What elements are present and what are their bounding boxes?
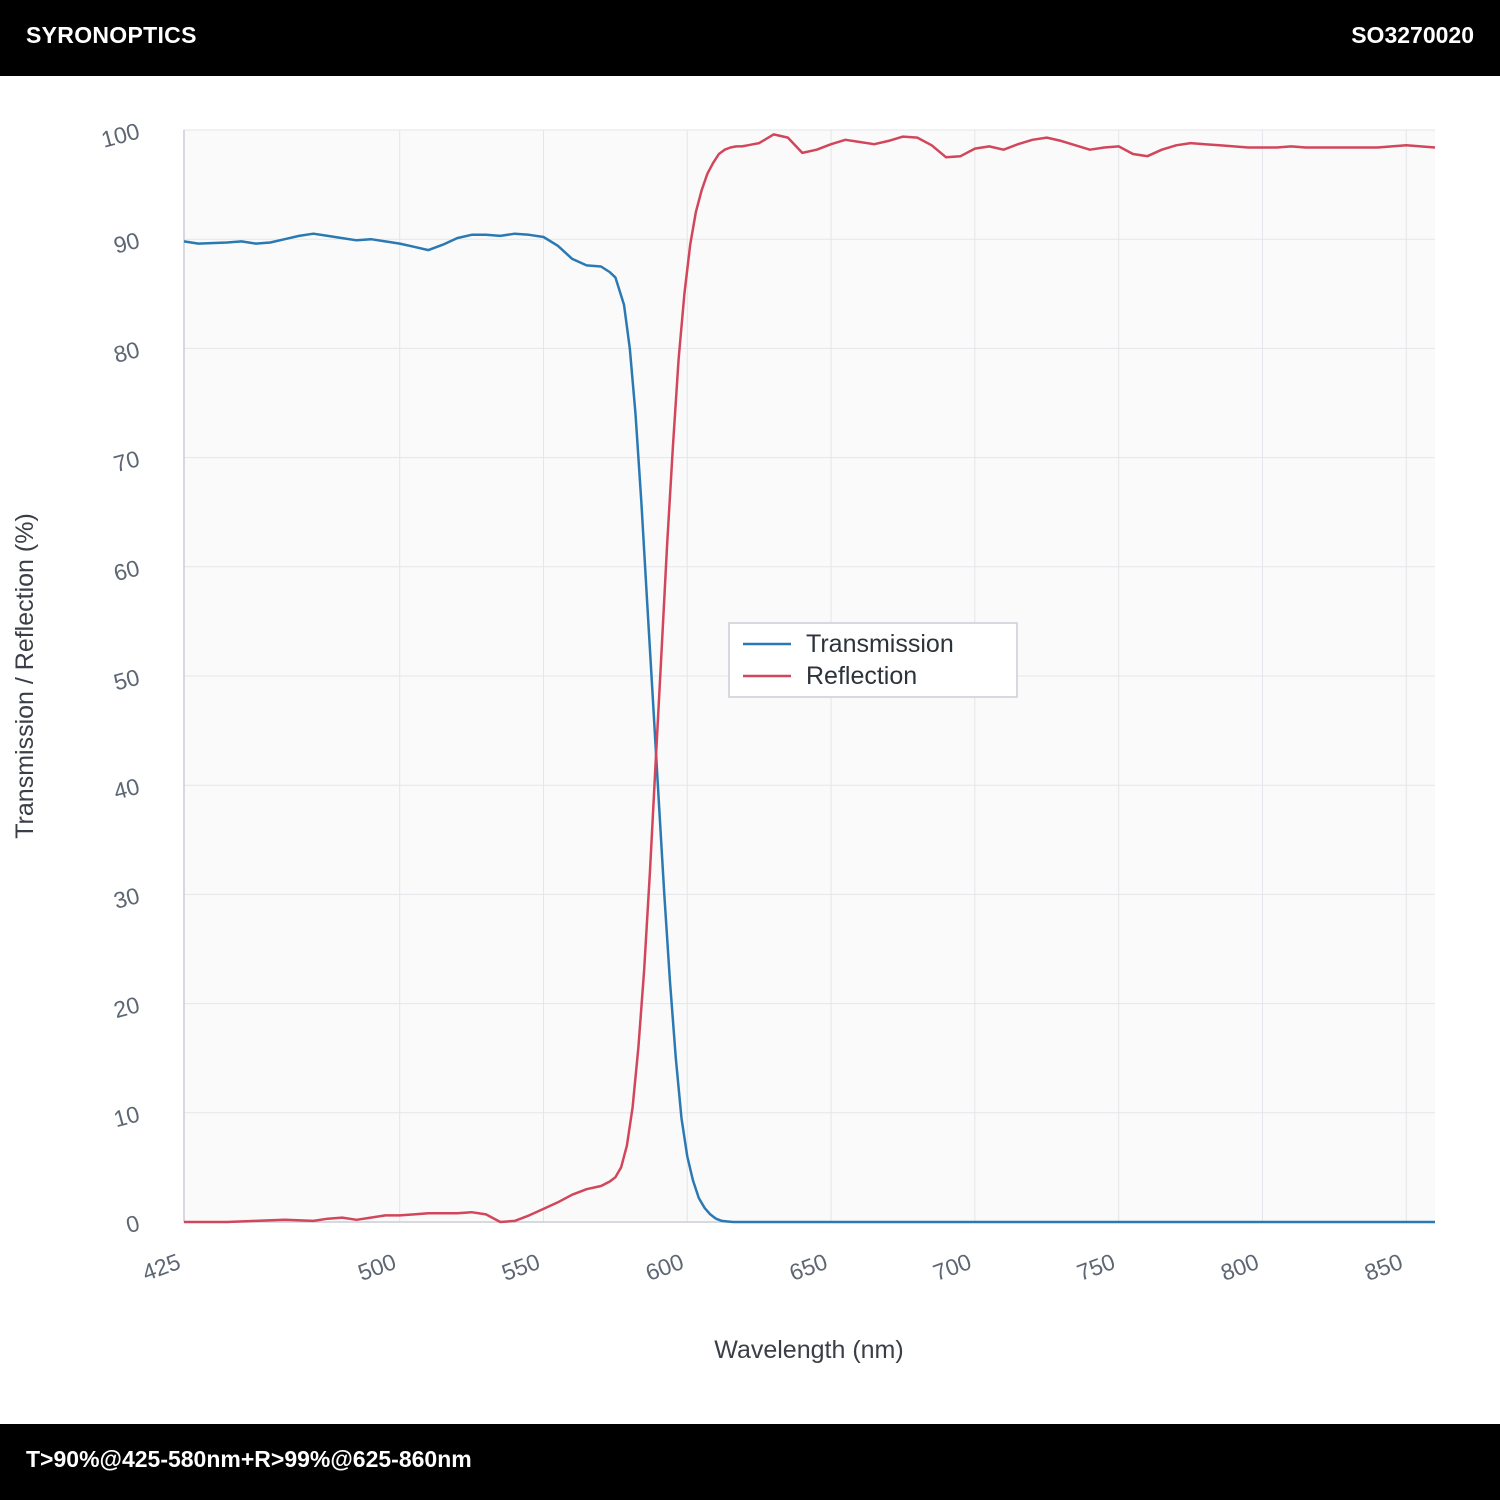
- x-tick-label: 850: [1361, 1248, 1406, 1286]
- legend-label-transmission: Transmission: [806, 630, 954, 658]
- y-tick-label: 50: [111, 664, 142, 696]
- transmission-series-line: [183, 232, 1435, 1224]
- legend-box: [728, 622, 1018, 698]
- y-tick-label: 60: [111, 555, 142, 587]
- y-tick-label: 20: [111, 991, 142, 1023]
- x-tick-label: 650: [786, 1248, 831, 1286]
- filter-spec: T>90%@425-580nm+R>99%@625-860nm: [26, 1446, 472, 1472]
- y-tick-label: 0: [123, 1210, 142, 1238]
- reflection-series-line: [184, 133, 1436, 1224]
- y-tick-label: 70: [111, 445, 142, 477]
- legend: Transmission Reflection: [728, 622, 1018, 698]
- x-tick-labels: 425 500 550 600 650 700 750 800 850: [139, 1248, 1406, 1286]
- chart: 0 10 20 30 40 50 60 70 80 90 100 425 500 550 600 650 70…: [11, 118, 1436, 1364]
- brand-name: SYRONOPTICS: [26, 22, 197, 48]
- x-tick-label: 550: [498, 1248, 543, 1286]
- x-tick-label: 800: [1217, 1248, 1262, 1286]
- series-group: [183, 133, 1436, 1224]
- x-tick-label: 750: [1073, 1248, 1118, 1286]
- x-tick-label: 700: [930, 1248, 975, 1286]
- legend-label-reflection: Reflection: [806, 662, 917, 690]
- y-tick-label: 10: [111, 1101, 142, 1133]
- y-tick-label: 100: [98, 118, 142, 153]
- y-tick-label: 30: [111, 882, 142, 914]
- y-tick-label: 80: [111, 336, 142, 368]
- y-tick-label: 40: [111, 773, 142, 805]
- y-axis-title: Transmission / Reflection (%): [11, 513, 39, 839]
- y-tick-labels: 0 10 20 30 40 50 60 70 80 90 100: [98, 118, 142, 1238]
- y-tick-label: 90: [111, 227, 142, 259]
- x-axis-title: Wavelength (nm): [714, 1336, 903, 1364]
- x-tick-label: 600: [642, 1248, 687, 1286]
- x-tick-label: 500: [354, 1248, 399, 1286]
- header-bar: SYRONOPTICS SO3270020: [0, 0, 1500, 76]
- x-tick-label: 425: [139, 1248, 184, 1286]
- footer-bar: T>90%@425-580nm+R>99%@625-860nm: [0, 1424, 1500, 1500]
- part-number: SO3270020: [1351, 22, 1474, 48]
